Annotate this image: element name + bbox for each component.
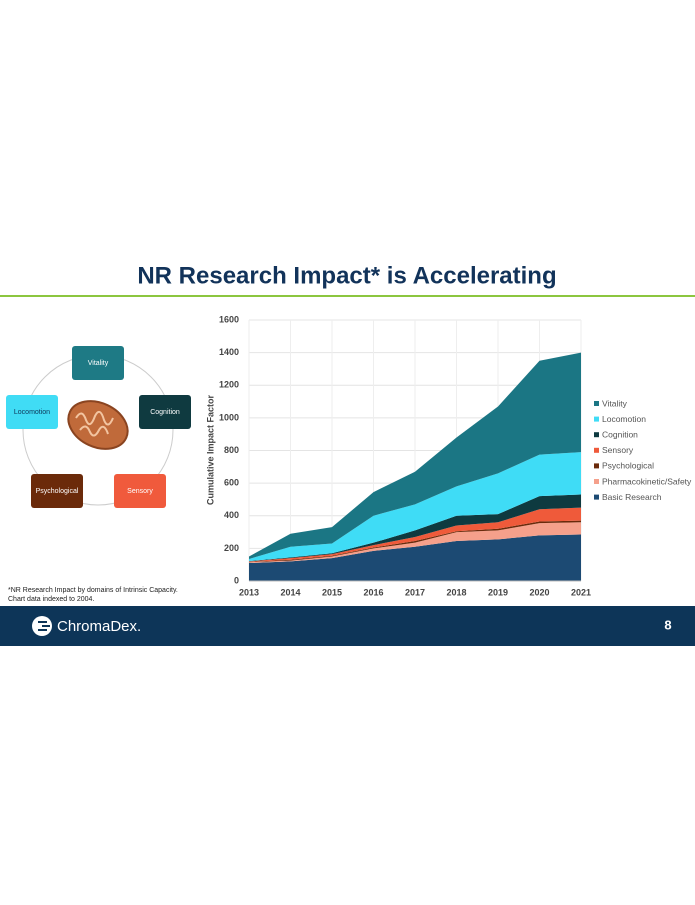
node-label: Sensory	[127, 488, 153, 495]
y-tick-label: 800	[224, 445, 239, 455]
node-label: Cognition	[150, 409, 180, 416]
x-tick-label: 2013	[239, 587, 259, 597]
footnote: Chart data indexed to 2004.	[8, 596, 94, 603]
x-tick-label: 2015	[322, 587, 342, 597]
node-box	[114, 474, 166, 508]
y-axis-label: Cumulative Impact Factor	[205, 394, 215, 505]
node-box	[139, 395, 191, 429]
legend-swatch	[594, 463, 599, 469]
legend-label: Sensory	[602, 445, 634, 455]
node-label: Psychological	[36, 488, 79, 495]
x-tick-label: 2020	[529, 587, 549, 597]
title-rule	[0, 295, 695, 297]
slide-title: NR Research Impact* is Accelerating	[137, 262, 556, 289]
legend-swatch	[594, 401, 599, 406]
legend-label: Vitality	[602, 398, 628, 408]
x-tick-label: 2016	[363, 587, 383, 597]
x-tick-label: 2018	[446, 587, 466, 597]
area	[249, 494, 581, 562]
node-box	[31, 474, 83, 508]
y-tick-label: 1000	[219, 412, 239, 422]
area	[249, 520, 581, 563]
logo-mark	[38, 621, 50, 631]
footer-bar	[0, 606, 695, 646]
area	[249, 534, 581, 581]
node-label: Vitality	[88, 360, 109, 367]
legend-swatch	[594, 494, 599, 500]
legend-swatch	[594, 416, 599, 422]
y-tick-label: 0	[234, 575, 239, 585]
legend-label: Locomotion	[602, 414, 646, 424]
legend-label: Psychological	[602, 461, 654, 471]
legend-label: Pharmacokinetic/Safety	[602, 476, 692, 486]
x-tick-label: 2017	[405, 587, 425, 597]
legend-swatch	[594, 447, 599, 453]
node-box	[6, 395, 58, 429]
legend-label: Cognition	[602, 429, 638, 439]
y-tick-label: 400	[224, 510, 239, 520]
node-box	[72, 346, 124, 380]
y-tick-label: 1400	[219, 347, 239, 357]
y-tick-label: 1600	[219, 314, 239, 324]
y-tick-label: 1200	[219, 380, 239, 390]
page-number: 8	[664, 617, 671, 632]
area	[249, 452, 581, 562]
x-tick-label: 2019	[488, 587, 508, 597]
legend-swatch	[594, 479, 599, 484]
y-tick-label: 600	[224, 478, 239, 488]
brand: ChromaDex.	[57, 618, 141, 635]
area	[249, 352, 581, 559]
node-label: Locomotion	[14, 409, 50, 416]
legend-label: Basic Research	[602, 492, 662, 502]
y-tick-label: 200	[224, 543, 239, 553]
legend-swatch	[594, 432, 599, 438]
x-tick-label: 2021	[571, 587, 591, 597]
footnote: *NR Research Impact by domains of Intrin…	[8, 587, 178, 594]
area	[249, 507, 581, 562]
mitochondrion	[67, 400, 129, 450]
x-tick-label: 2014	[280, 587, 300, 597]
